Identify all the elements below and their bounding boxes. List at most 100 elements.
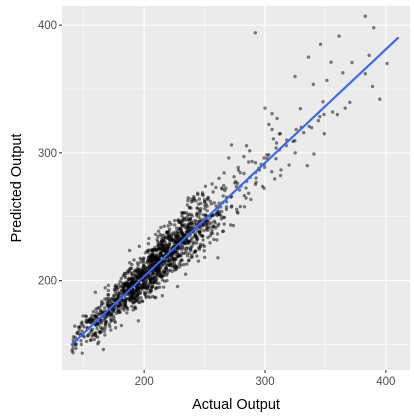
data-point [130,263,134,267]
data-point [253,161,258,165]
data-point [263,106,267,110]
data-point [112,298,116,302]
data-point [176,218,180,223]
data-point [244,144,249,148]
data-point [163,259,167,264]
data-point [152,295,157,299]
data-point [179,263,184,267]
data-point [80,323,85,327]
data-point [79,339,83,343]
data-point [166,224,170,228]
data-point [242,193,246,198]
data-point [142,256,146,260]
data-point [224,205,229,209]
data-point [160,236,164,241]
data-point [180,231,184,235]
data-point [89,328,93,333]
y-tick-label: 300 [38,148,57,160]
data-point [219,209,224,214]
data-point [142,264,147,268]
data-point [254,180,258,185]
data-point [177,254,181,258]
data-point [84,314,88,318]
data-point [84,339,89,344]
data-point [212,237,216,242]
data-point [378,97,382,101]
data-point [145,290,149,294]
data-point [137,272,141,276]
data-point [103,286,107,290]
data-point [146,266,150,270]
data-point [106,304,110,308]
data-point [222,171,226,175]
data-point [235,210,239,214]
data-point [204,202,208,206]
data-point [112,316,116,320]
data-point [224,207,229,212]
tick-labels: 200 300 400 200 300 400 [38,20,396,388]
data-point [179,221,183,225]
grid-minor [62,6,410,370]
data-point [132,258,136,262]
data-point [129,292,133,296]
x-tick-label: 300 [255,376,274,388]
data-point [189,255,193,259]
data-point [204,223,209,227]
data-point [71,347,75,351]
data-point [270,112,274,116]
data-point [179,258,184,262]
data-point [238,170,242,175]
data-point [298,106,303,111]
data-point [121,306,125,311]
data-point [244,196,248,200]
data-point [272,177,277,181]
data-point [147,248,151,252]
data-point [116,304,121,309]
data-point [221,183,226,188]
data-point [148,280,152,284]
data-point [169,222,173,227]
data-point [112,319,117,323]
data-point [106,293,110,297]
data-point [306,55,311,59]
data-point [152,247,156,251]
data-point [246,191,251,196]
data-point [153,232,158,237]
y-tick-label: 200 [38,276,57,288]
data-point [115,288,120,292]
data-point [236,165,240,170]
data-point [91,310,96,314]
x-tick-label: 400 [376,376,395,388]
data-point [108,324,112,329]
data-point [197,215,201,219]
data-point [91,333,95,337]
data-point [363,71,367,76]
data-point [123,273,127,278]
data-point [194,199,198,203]
data-point [148,277,152,282]
data-point [119,276,123,281]
data-point [210,182,214,186]
data-point [187,205,192,210]
data-point [185,203,190,207]
data-point [74,346,78,351]
data-point [321,100,325,104]
data-point [187,258,191,262]
data-point [154,281,159,285]
data-point [120,302,124,307]
data-point [348,100,352,105]
data-point [142,290,146,294]
data-point [234,184,238,189]
data-point [135,261,140,265]
data-point [102,306,107,310]
data-point [262,186,266,190]
data-point [322,112,326,117]
data-point [270,127,274,132]
data-point [135,287,139,291]
data-point [187,222,192,226]
data-point [159,273,163,278]
data-point [171,231,175,235]
data-point [262,165,267,169]
data-point [372,26,376,30]
data-point [167,227,172,231]
